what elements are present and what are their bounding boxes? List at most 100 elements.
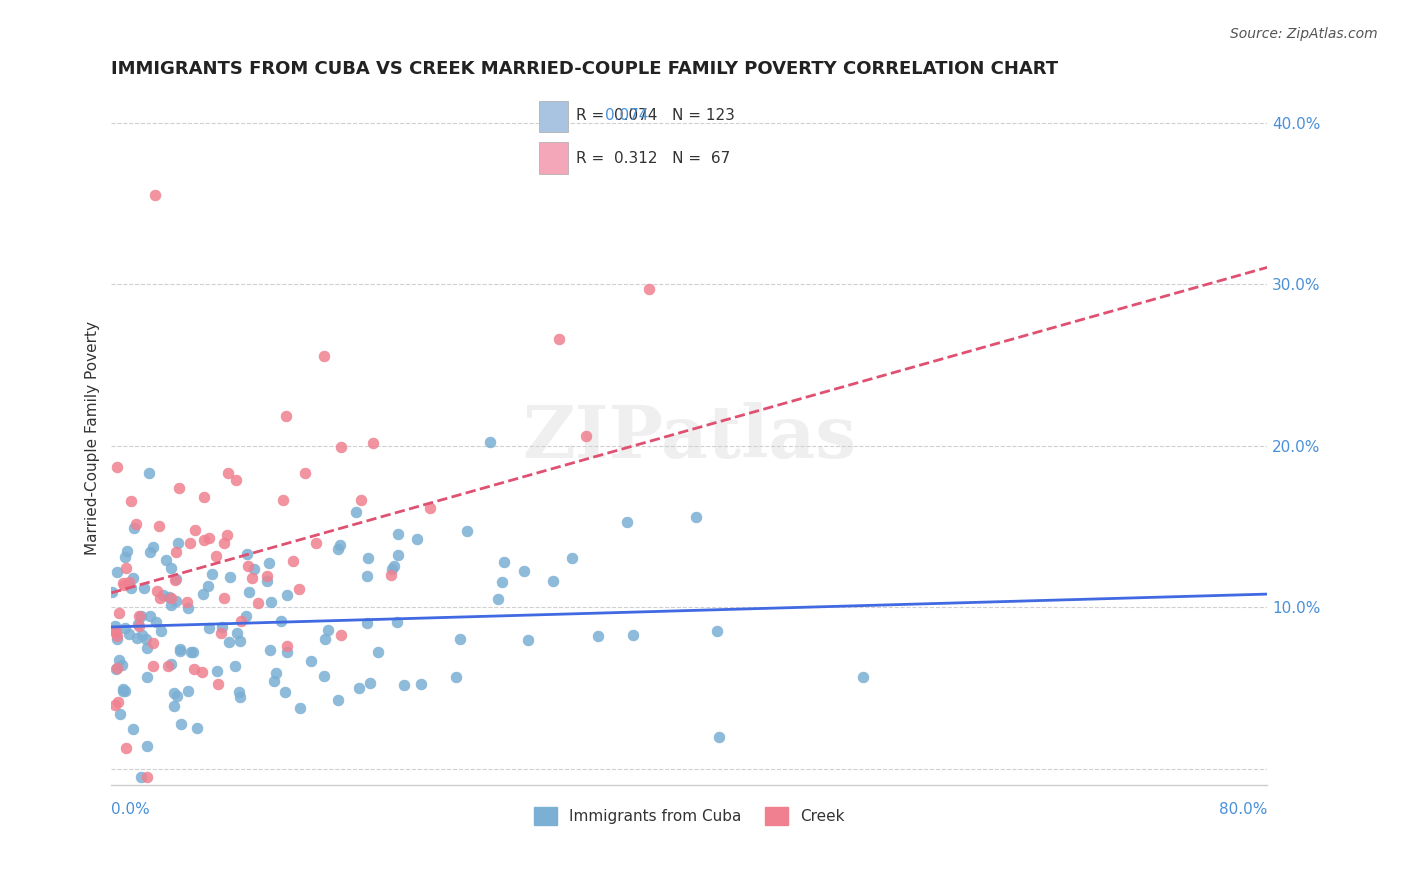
Immigrants from Cuba xyxy=(197,579,219,593)
Immigrants from Cuba xyxy=(516,633,538,648)
Immigrants from Cuba xyxy=(228,633,250,648)
Immigrants from Cuba xyxy=(127,631,149,645)
Immigrants from Cuba xyxy=(211,620,233,634)
Immigrants from Cuba xyxy=(150,624,173,638)
Immigrants from Cuba xyxy=(169,644,191,658)
Creek xyxy=(273,493,295,508)
Immigrants from Cuba xyxy=(108,706,131,721)
Immigrants from Cuba xyxy=(444,670,467,684)
Immigrants from Cuba xyxy=(621,627,644,641)
Immigrants from Cuba xyxy=(129,608,152,623)
Immigrants from Cuba xyxy=(263,673,285,688)
Immigrants from Cuba xyxy=(492,555,515,569)
Creek xyxy=(184,523,207,537)
Text: R =  0.074   N = 123: R = 0.074 N = 123 xyxy=(576,109,735,123)
Immigrants from Cuba xyxy=(288,701,311,715)
Immigrants from Cuba xyxy=(225,626,247,640)
Immigrants from Cuba xyxy=(155,552,177,566)
FancyBboxPatch shape xyxy=(538,101,568,132)
Creek xyxy=(193,491,215,505)
Immigrants from Cuba xyxy=(274,685,297,699)
Creek xyxy=(329,440,352,454)
Creek xyxy=(287,582,309,597)
Immigrants from Cuba xyxy=(165,572,187,586)
Immigrants from Cuba xyxy=(586,629,609,643)
Creek xyxy=(638,282,661,296)
Immigrants from Cuba xyxy=(264,666,287,681)
Immigrants from Cuba xyxy=(228,685,250,699)
Immigrants from Cuba xyxy=(561,550,583,565)
Immigrants from Cuba xyxy=(394,678,416,692)
Creek xyxy=(176,594,198,608)
Immigrants from Cuba xyxy=(406,532,429,546)
Immigrants from Cuba xyxy=(316,623,339,637)
Creek xyxy=(114,741,136,756)
Immigrants from Cuba xyxy=(180,645,202,659)
Immigrants from Cuba xyxy=(449,632,471,646)
Creek xyxy=(256,568,278,582)
Immigrants from Cuba xyxy=(166,689,188,703)
Immigrants from Cuba xyxy=(159,561,181,575)
Creek xyxy=(107,695,129,709)
Immigrants from Cuba xyxy=(139,608,162,623)
Immigrants from Cuba xyxy=(387,548,409,562)
Creek xyxy=(160,591,183,605)
Immigrants from Cuba xyxy=(201,567,224,582)
Immigrants from Cuba xyxy=(135,632,157,646)
Immigrants from Cuba xyxy=(357,550,380,565)
Creek xyxy=(329,628,352,642)
Immigrants from Cuba xyxy=(135,739,157,753)
Creek xyxy=(350,492,373,507)
Creek xyxy=(148,519,170,533)
Immigrants from Cuba xyxy=(387,527,409,541)
Immigrants from Cuba xyxy=(160,599,183,613)
Immigrants from Cuba xyxy=(163,686,186,700)
Creek xyxy=(107,460,129,475)
Creek xyxy=(193,533,215,548)
Immigrants from Cuba xyxy=(136,670,159,684)
Creek xyxy=(125,516,148,531)
Immigrants from Cuba xyxy=(131,628,153,642)
Text: 80.0%: 80.0% xyxy=(1219,803,1267,817)
Creek xyxy=(217,466,239,480)
Immigrants from Cuba xyxy=(356,568,378,582)
Immigrants from Cuba xyxy=(132,581,155,595)
Immigrants from Cuba xyxy=(367,645,389,659)
Immigrants from Cuba xyxy=(381,562,404,576)
Immigrants from Cuba xyxy=(328,541,350,556)
Creek xyxy=(214,536,236,550)
Immigrants from Cuba xyxy=(121,571,143,585)
Creek xyxy=(361,435,384,450)
Creek xyxy=(141,636,163,650)
Immigrants from Cuba xyxy=(243,561,266,575)
Immigrants from Cuba xyxy=(238,585,260,599)
Immigrants from Cuba xyxy=(349,681,371,696)
Text: IMMIGRANTS FROM CUBA VS CREEK MARRIED-COUPLE FAMILY POVERTY CORRELATION CHART: IMMIGRANTS FROM CUBA VS CREEK MARRIED-CO… xyxy=(111,60,1059,78)
Immigrants from Cuba xyxy=(706,624,728,639)
Creek xyxy=(115,561,138,575)
Creek xyxy=(209,625,232,640)
Creek xyxy=(236,559,259,574)
Creek xyxy=(104,698,127,712)
Immigrants from Cuba xyxy=(139,545,162,559)
Immigrants from Cuba xyxy=(685,509,707,524)
Creek xyxy=(118,575,141,590)
Immigrants from Cuba xyxy=(411,676,433,690)
Immigrants from Cuba xyxy=(108,653,131,667)
Creek xyxy=(104,624,127,639)
Creek xyxy=(281,554,304,568)
Immigrants from Cuba xyxy=(122,723,145,737)
Creek xyxy=(305,536,328,550)
Immigrants from Cuba xyxy=(107,632,129,646)
Immigrants from Cuba xyxy=(138,467,160,481)
Immigrants from Cuba xyxy=(166,536,188,550)
Immigrants from Cuba xyxy=(177,601,200,615)
Immigrants from Cuba xyxy=(122,521,145,535)
Immigrants from Cuba xyxy=(276,588,298,602)
Immigrants from Cuba xyxy=(101,585,124,599)
Immigrants from Cuba xyxy=(112,683,135,698)
Creek xyxy=(215,528,238,542)
Immigrants from Cuba xyxy=(382,558,405,573)
Immigrants from Cuba xyxy=(329,538,352,552)
Creek xyxy=(156,659,179,673)
